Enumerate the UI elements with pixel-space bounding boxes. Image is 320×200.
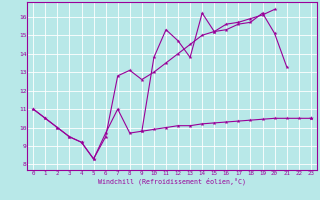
X-axis label: Windchill (Refroidissement éolien,°C): Windchill (Refroidissement éolien,°C) xyxy=(98,177,246,185)
